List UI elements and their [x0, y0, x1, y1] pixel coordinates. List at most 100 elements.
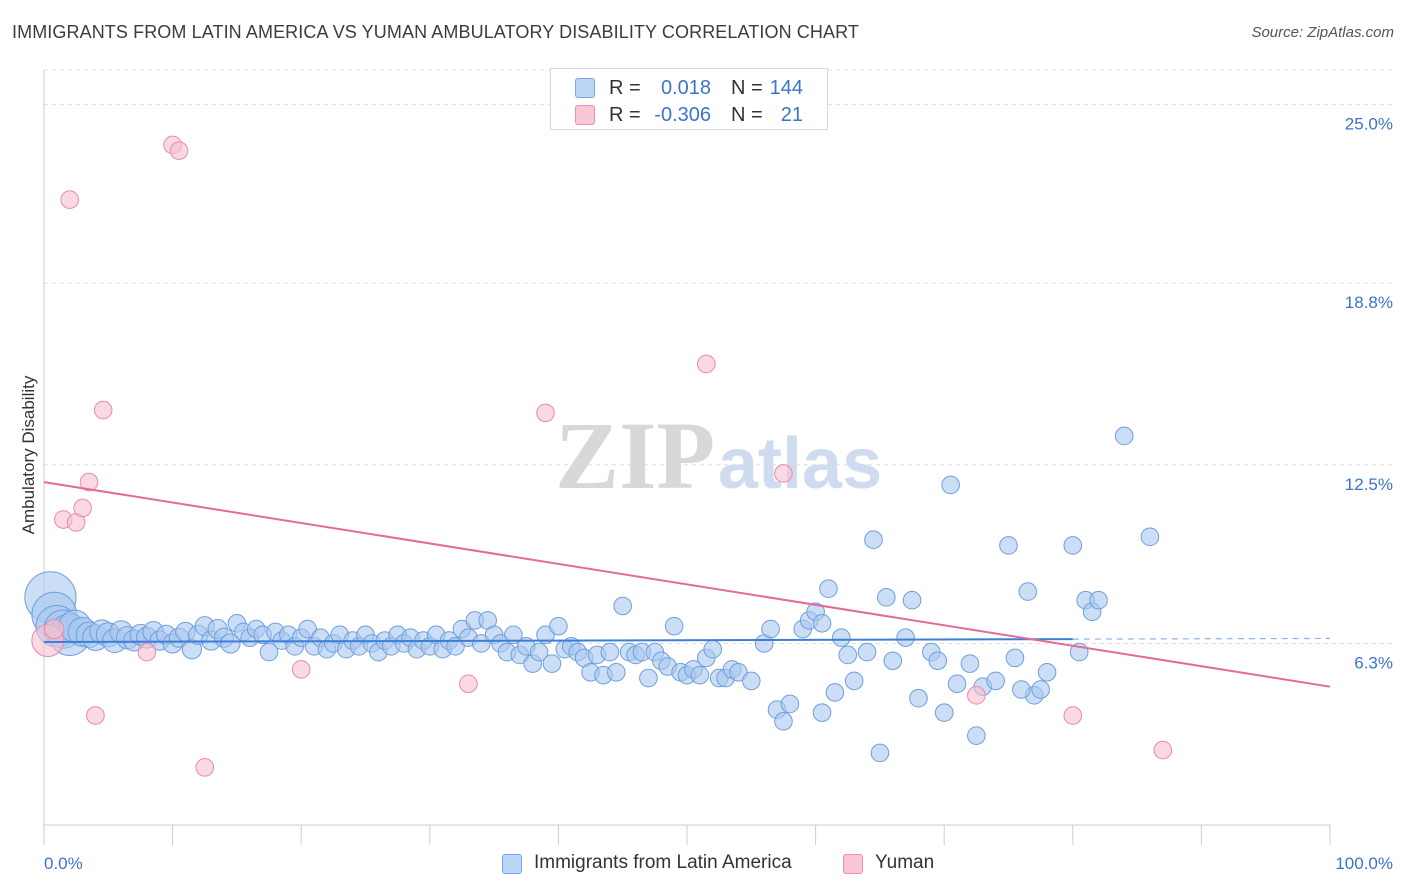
data-point-latin-america — [690, 665, 710, 685]
data-point-yuman — [967, 686, 986, 705]
data-point-latin-america — [1114, 426, 1134, 446]
trend-line-latin-america-extension — [1072, 637, 1331, 640]
data-point-yuman — [44, 618, 65, 640]
data-point-yuman — [536, 403, 555, 423]
data-point-yuman — [93, 400, 113, 420]
data-point-yuman — [696, 354, 716, 374]
data-point-yuman — [291, 660, 311, 679]
data-point-latin-america — [1012, 680, 1031, 699]
data-point-yuman — [774, 464, 793, 483]
data-point-latin-america — [967, 726, 986, 745]
data-point-latin-america — [902, 590, 922, 610]
watermark-atlas: atlas — [718, 424, 882, 504]
data-point-latin-america — [613, 596, 633, 616]
data-point-latin-america — [703, 639, 723, 659]
data-point-latin-america — [729, 662, 748, 682]
data-point-yuman — [137, 642, 157, 662]
data-point-yuman — [1063, 706, 1083, 725]
data-point-latin-america — [877, 588, 896, 607]
data-point-latin-america — [947, 674, 967, 694]
data-point-latin-america — [825, 683, 845, 702]
legend-n-value: 21 — [780, 104, 803, 126]
data-point-latin-america — [883, 651, 903, 671]
legend-r-value: -0.306 — [654, 104, 711, 126]
data-point-latin-america — [1005, 648, 1025, 668]
data-point-latin-america — [504, 625, 523, 645]
data-point-latin-america — [941, 475, 960, 495]
data-point-latin-america — [870, 743, 890, 763]
data-point-latin-america — [600, 642, 620, 662]
data-point-latin-america — [812, 703, 832, 722]
data-point-latin-america — [857, 642, 877, 662]
legend-row-yuman: R = -0.306 N = 21 — [551, 102, 827, 128]
legend-row-latin-america: R = 0.018 N = 144 — [551, 75, 827, 101]
data-point-latin-america — [259, 642, 279, 662]
data-point-latin-america — [1037, 662, 1057, 682]
data-point-latin-america — [819, 579, 838, 599]
chart-title: IMMIGRANTS FROM LATIN AMERICA VS YUMAN A… — [12, 22, 859, 42]
data-point-latin-america — [986, 671, 1005, 691]
data-point-latin-america — [529, 642, 549, 662]
data-point-latin-america — [471, 634, 491, 653]
data-point-latin-america — [549, 616, 568, 636]
y-axis-label: Ambulatory Disability — [19, 375, 38, 534]
series-yuman-points — [31, 135, 1173, 777]
legend-n-label: N = — [731, 104, 763, 126]
trend-line-latin-america — [43, 638, 1073, 644]
data-point-yuman — [169, 141, 189, 160]
tick-labels: 6.3% 12.5% 18.8% 25.0% 0.0% 100.0% — [44, 115, 1393, 873]
legend-swatch-blue — [575, 78, 595, 98]
bottom-legend-label: Yuman — [875, 852, 935, 873]
data-point-latin-america — [838, 645, 858, 665]
data-point-latin-america — [1018, 582, 1038, 601]
y-tick-label: 12.5% — [1345, 475, 1393, 494]
y-tick-label: 6.3% — [1354, 653, 1393, 672]
legend-r-label: R = — [609, 104, 641, 126]
data-point-latin-america — [742, 671, 761, 691]
legend-r-value: 0.018 — [660, 77, 711, 99]
data-point-latin-america — [1089, 590, 1108, 610]
watermark-zip: ZIP — [555, 402, 715, 509]
data-point-latin-america — [639, 668, 658, 688]
data-point-latin-america — [960, 654, 980, 673]
data-point-latin-america — [446, 637, 465, 656]
data-point-latin-america — [812, 613, 832, 633]
data-point-yuman — [73, 498, 92, 518]
data-point-yuman — [60, 190, 80, 209]
legend-box: R = 0.018 N = 144 R = -0.306 N = 21 — [550, 68, 828, 130]
legend-swatch-pink — [575, 105, 595, 125]
data-point-latin-america — [298, 619, 317, 639]
data-point-latin-america — [934, 703, 954, 722]
data-point-latin-america — [832, 628, 851, 647]
x-tick-label: 100.0% — [1335, 854, 1393, 873]
trend-line-yuman — [43, 481, 1331, 688]
data-point-latin-america — [1031, 680, 1050, 699]
data-point-latin-america — [909, 688, 928, 708]
bottom-legend-swatch-pink — [843, 854, 863, 874]
legend-n-label: N = — [731, 77, 763, 99]
data-point-latin-america — [664, 616, 684, 636]
data-point-yuman — [1153, 740, 1173, 760]
source-label: Source: ZipAtlas.com — [1251, 24, 1394, 41]
data-point-yuman — [195, 758, 215, 777]
series-latin-america-points — [24, 426, 1160, 763]
data-point-latin-america — [1063, 536, 1083, 555]
bottom-legend-label: Immigrants from Latin America — [534, 852, 792, 873]
bottom-legend-swatch-blue — [502, 854, 522, 874]
legend-n-value: 144 — [769, 77, 803, 99]
y-tick-label: 25.0% — [1345, 115, 1393, 134]
data-point-latin-america — [999, 536, 1018, 555]
data-point-latin-america — [774, 711, 793, 731]
data-point-yuman — [86, 706, 105, 725]
data-point-latin-america — [928, 651, 948, 671]
data-point-latin-america — [780, 694, 800, 714]
watermark: ZIP atlas — [555, 402, 882, 509]
data-point-latin-america — [844, 671, 864, 691]
data-point-latin-america — [536, 625, 555, 645]
data-point-latin-america — [220, 633, 241, 654]
legend-r-label: R = — [609, 77, 641, 99]
data-point-latin-america — [542, 654, 562, 673]
data-point-latin-america — [896, 628, 915, 647]
data-point-latin-america — [606, 662, 626, 682]
